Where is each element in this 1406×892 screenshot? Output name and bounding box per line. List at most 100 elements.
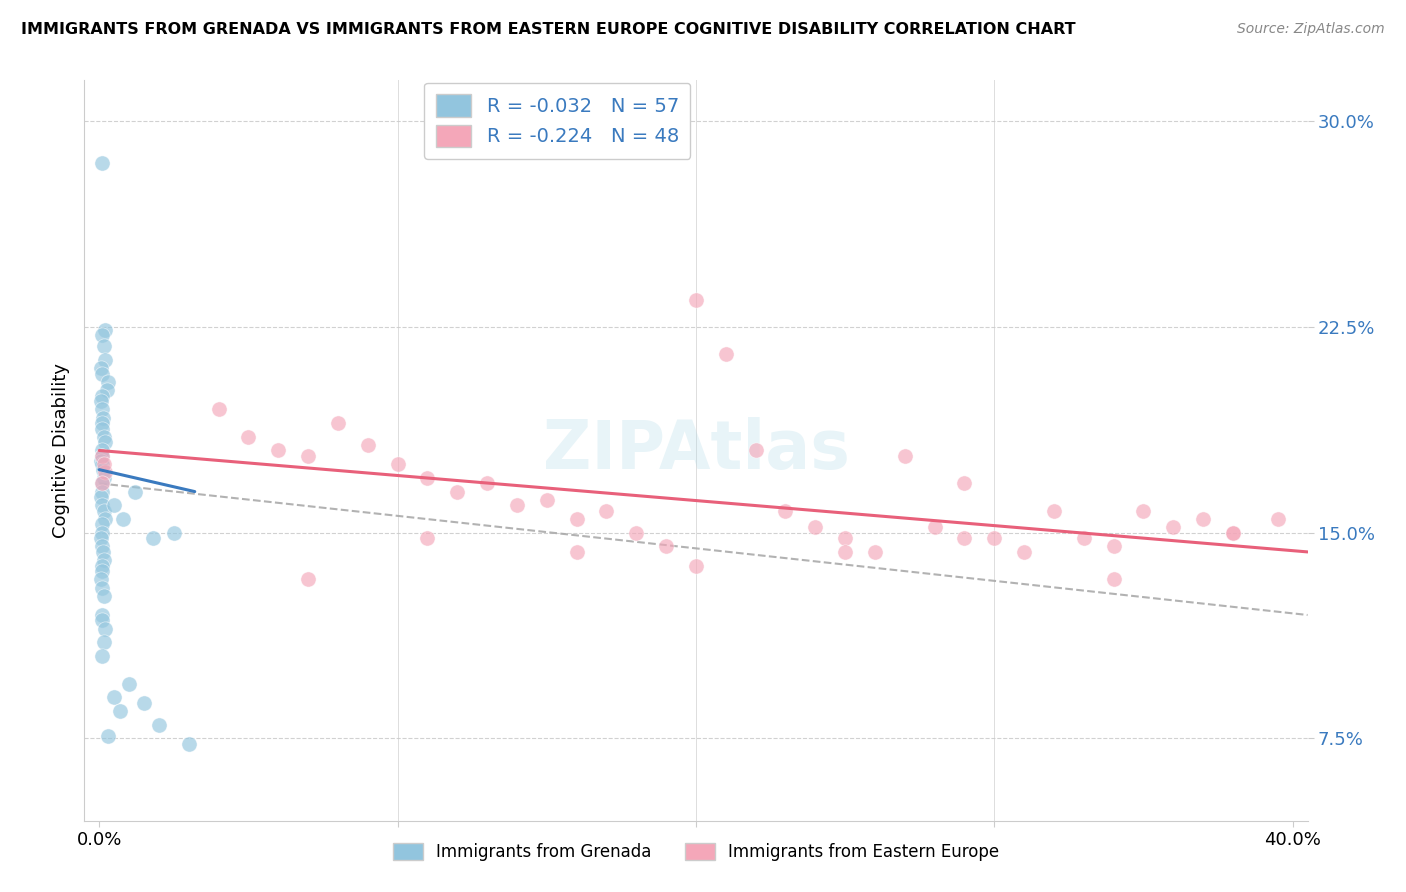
Point — [238, 430, 260, 444]
Point — [90, 525, 112, 540]
Point — [416, 531, 439, 545]
Point — [685, 293, 707, 307]
Point — [834, 545, 856, 559]
Point — [267, 443, 290, 458]
Text: IMMIGRANTS FROM GRENADA VS IMMIGRANTS FROM EASTERN EUROPE COGNITIVE DISABILITY C: IMMIGRANTS FROM GRENADA VS IMMIGRANTS FR… — [21, 22, 1076, 37]
Point — [91, 463, 114, 477]
Point — [565, 545, 588, 559]
Point — [93, 553, 115, 567]
Point — [91, 410, 114, 425]
Point — [93, 430, 115, 444]
Point — [744, 443, 766, 458]
Point — [93, 457, 115, 471]
Point — [91, 449, 114, 463]
Point — [93, 589, 115, 603]
Point — [207, 402, 229, 417]
Point — [90, 449, 112, 463]
Legend: Immigrants from Grenada, Immigrants from Eastern Europe: Immigrants from Grenada, Immigrants from… — [387, 837, 1005, 868]
Point — [91, 558, 114, 573]
Point — [357, 438, 380, 452]
Point — [626, 525, 648, 540]
Point — [983, 531, 1005, 545]
Text: Source: ZipAtlas.com: Source: ZipAtlas.com — [1237, 22, 1385, 37]
Point — [1222, 525, 1244, 540]
Point — [94, 466, 117, 480]
Point — [94, 323, 117, 337]
Point — [94, 435, 117, 450]
Point — [91, 607, 114, 622]
Point — [595, 504, 617, 518]
Point — [90, 572, 112, 586]
Point — [565, 512, 588, 526]
Point — [90, 614, 112, 628]
Point — [1012, 545, 1035, 559]
Point — [91, 517, 114, 532]
Point — [714, 347, 737, 361]
Point — [142, 531, 165, 545]
Point — [94, 353, 117, 368]
Point — [132, 696, 155, 710]
Point — [91, 443, 114, 458]
Point — [91, 155, 114, 169]
Point — [112, 512, 135, 526]
Point — [685, 558, 707, 573]
Point — [90, 490, 112, 504]
Point — [1043, 504, 1066, 518]
Point — [91, 457, 114, 471]
Point — [655, 540, 678, 554]
Point — [536, 492, 558, 507]
Point — [93, 635, 115, 649]
Point — [103, 498, 125, 512]
Point — [91, 545, 114, 559]
Point — [90, 564, 112, 578]
Point — [90, 484, 112, 499]
Point — [506, 498, 529, 512]
Point — [475, 476, 498, 491]
Point — [894, 449, 917, 463]
Point — [297, 449, 319, 463]
Point — [91, 328, 114, 343]
Y-axis label: Cognitive Disability: Cognitive Disability — [52, 363, 70, 538]
Point — [93, 471, 115, 485]
Point — [416, 471, 439, 485]
Point — [91, 581, 114, 595]
Point — [90, 454, 112, 468]
Point — [177, 737, 200, 751]
Point — [96, 383, 118, 397]
Point — [91, 476, 114, 491]
Point — [91, 402, 114, 417]
Point — [90, 367, 112, 381]
Point — [326, 416, 349, 430]
Point — [108, 704, 131, 718]
Point — [297, 572, 319, 586]
Text: ZIPAtlas: ZIPAtlas — [543, 417, 849, 483]
Point — [1102, 572, 1125, 586]
Point — [91, 540, 114, 554]
Point — [804, 520, 827, 534]
Point — [94, 622, 117, 636]
Point — [1102, 540, 1125, 554]
Point — [91, 389, 114, 403]
Point — [1163, 520, 1185, 534]
Point — [163, 525, 186, 540]
Point — [1132, 504, 1154, 518]
Point — [91, 476, 114, 491]
Point — [775, 504, 797, 518]
Point — [1222, 525, 1244, 540]
Point — [1192, 512, 1215, 526]
Point — [924, 520, 946, 534]
Point — [97, 375, 120, 389]
Point — [863, 545, 886, 559]
Point — [93, 504, 115, 518]
Point — [90, 361, 112, 376]
Point — [446, 484, 468, 499]
Point — [1267, 512, 1289, 526]
Point — [387, 457, 409, 471]
Point — [93, 339, 115, 353]
Point — [953, 531, 976, 545]
Point — [91, 421, 114, 435]
Point — [90, 531, 112, 545]
Point — [834, 531, 856, 545]
Point — [90, 416, 112, 430]
Point — [91, 498, 114, 512]
